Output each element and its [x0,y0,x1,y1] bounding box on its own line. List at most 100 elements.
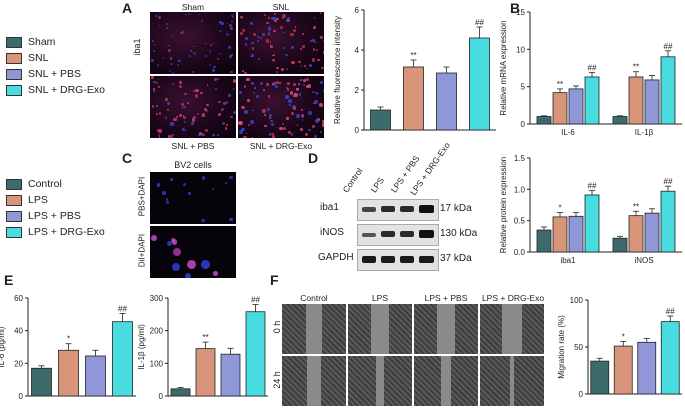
cell-dot [321,66,324,70]
cell-dot [275,85,278,88]
cell-dot [306,84,310,88]
cell-dot [226,32,229,36]
y-axis-label: IL-6 (pg/ml) [0,326,6,367]
cell-dot [296,87,300,91]
cell-dot [301,32,304,36]
legend-top: Sham SNL SNL + PBS SNL + DRG-Exo [6,34,105,98]
cell-dot [307,84,312,88]
cell-dot [286,17,291,21]
cell-dot [268,26,271,28]
cell-dot [201,176,206,180]
cell-dot [311,58,316,62]
cell-dot [320,131,323,134]
cell-dot [273,12,277,15]
cell-dot [268,133,272,137]
cell-dot [257,36,260,39]
micrograph-dii-dapi [150,226,236,278]
cell-dot [211,69,215,73]
cell-dot [301,109,304,112]
cell-dot [286,19,290,23]
cell-dot [319,103,324,107]
cell-dot [271,82,275,86]
cell-dot [244,72,247,74]
cell-dot [276,66,279,70]
cell-dot [232,87,235,90]
bar [637,341,657,395]
cell-dot [293,95,295,97]
legend-item: LPS + PBS [6,208,105,224]
cell-dot [226,123,229,126]
cell-dot [198,13,201,16]
cell-dot [225,181,228,184]
cell-dot [204,128,208,132]
bar [58,349,79,397]
blot-inos [357,224,439,246]
cell-dot [285,87,288,89]
cell-dot [313,134,317,138]
x-tick-label: iba1 [560,256,576,265]
chart-e-il6: 0 20 40 60 IL-6 (pg/ml) * ## [0,294,136,401]
bar [220,353,241,397]
cell-dot [158,13,160,16]
significance-label: * [67,335,70,344]
cell-dot [211,133,215,137]
bar [568,215,584,253]
col-label: LPS + DRG-Exo [481,293,545,303]
cell-dot [301,116,304,119]
bar [469,37,490,131]
cell-dot [213,77,218,82]
cell-dot [182,31,185,34]
cell-dot [184,272,192,278]
panel-a-label-snl-pbs: SNL + PBS [171,141,215,151]
cell-dot [177,64,180,66]
scratch-image [414,304,478,354]
band [419,230,434,238]
bar [436,72,457,131]
cell-dot [158,16,161,19]
y-axis-label: Relative fluorescence intensity [333,16,342,124]
y-tick-label: 0 [521,120,526,129]
bar [552,216,568,253]
y-tick-label: 300 [150,294,164,303]
cell-dot [290,45,294,49]
cell-dot [298,82,301,85]
cell-dot [182,116,187,120]
legend-label: SNL + PBS [28,68,82,80]
legend-swatch [6,68,22,80]
scratch-gap [306,304,322,354]
bar [85,355,106,397]
cell-dot [151,234,157,241]
cell-dot [219,29,222,33]
cell-dot [246,99,250,103]
significance-label: ## [588,63,597,72]
cell-dot [285,53,288,56]
cell-dot [271,132,274,136]
micrograph-snl-drg-exo [238,76,324,138]
cell-dot [313,102,315,105]
cell-dot [322,123,324,127]
cell-dot [312,39,315,42]
y-axis-label: Relative protein expression [500,157,508,254]
cell-dot [192,51,196,55]
y-axis-label: IL-1β (pg/ml) [138,324,146,370]
panel-letter-f: F [270,272,279,288]
y-tick-label: 200 [150,327,164,336]
cell-dot [170,122,174,126]
legend-swatch [6,194,22,206]
cell-dot [178,60,181,63]
cell-dot [273,29,276,33]
legend-swatch [6,178,22,190]
scratch-gap [371,304,389,354]
cell-dot [314,41,316,44]
significance-label: * [558,204,561,213]
cell-dot [230,13,234,17]
cell-dot [319,35,323,39]
cell-dot [222,122,226,126]
cell-dot [230,70,234,74]
band [362,207,376,212]
panel-letter-d: D [308,150,319,166]
cell-dot [171,133,174,137]
cell-dot [308,128,311,132]
row-label: 24 h [272,371,282,389]
col-label: Control [300,293,328,303]
